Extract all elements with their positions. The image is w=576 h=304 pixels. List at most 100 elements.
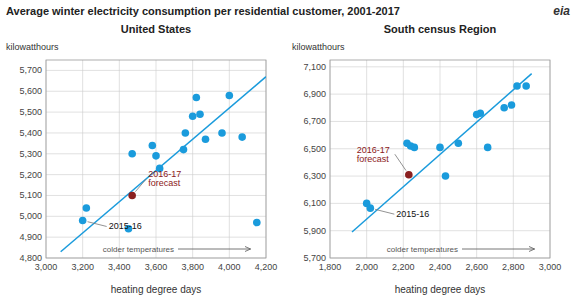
chart-root: Average winter electricity consumption p… [0,0,576,304]
x-tick-label: 3,000 [539,262,562,272]
y-tick-label: 5,400 [19,128,42,138]
scatter-point [193,94,201,102]
annotations: 2015-16 2016-17forecast colder temperature… [88,169,251,254]
x-grid-line [229,60,230,258]
scatter-point [484,144,492,152]
y-tick-label: 5,600 [19,86,42,96]
data-layer [352,74,532,232]
x-tick-label: 2,600 [465,262,488,272]
y-tick-label: 6,900 [303,89,326,99]
x-grid-line [440,60,441,258]
x-tick-label: 3,600 [145,262,168,272]
scatter-point [218,129,226,137]
x-tick-label: 4,200 [255,262,278,272]
scatter-point [83,204,91,212]
y-tick-label: 5,900 [303,226,326,236]
x-tick-label: 2,200 [392,262,415,272]
scatter-point [522,82,530,90]
scatter-point [238,133,246,141]
scatter-point [367,204,375,212]
x-tick-label: 3,800 [181,262,204,272]
scatter-point [253,219,261,227]
x-grid-line [476,60,477,258]
annotation-text: 2016-17forecast [357,145,390,164]
x-grid-line [403,60,404,258]
annotation-text: 2015-16 [396,209,429,219]
annotation-line: forecast [148,178,181,188]
scatter-point [411,144,419,152]
scatter-point [202,135,210,143]
x-tick-label: 1,800 [319,262,342,272]
x-tick-label: 3,000 [35,262,58,272]
panel: South census Region kilowatthours heating … [292,23,561,295]
annotation-text: 2016-17forecast [148,169,181,188]
scatter-point [128,192,136,200]
logo-text: eia [553,4,570,18]
y-tick-label: 5,000 [19,211,42,221]
scatter-point [180,146,188,154]
panel-title: South census Region [384,23,497,35]
panel: United States kilowatthours heating degree… [6,23,277,295]
y-tick-label: 5,200 [19,170,42,180]
annotation-leader [395,154,406,170]
x-tick-label: 4,000 [218,262,241,272]
y-axis-label: kilowatthours [292,42,345,52]
annotation-leader [88,222,107,227]
y-tick-label: 5,100 [19,190,42,200]
x-tick-label: 3,400 [108,262,131,272]
x-grid-line [82,60,83,258]
y-tick-label: 5,300 [19,149,42,159]
scatter-point [442,172,450,180]
grid [330,60,550,258]
figure-title: Average winter electricity consumption p… [6,5,400,17]
scatter-point [513,82,521,90]
scatter-point [196,110,204,118]
scatter-point [189,112,197,120]
scatter-point [436,144,444,152]
panel-title: United States [121,23,191,35]
x-tick-label: 2,800 [502,262,525,272]
annotations: 2015-16 2016-17forecast colder temperature… [357,145,535,254]
data-layer [61,77,266,252]
y-tick-label: 6,100 [303,198,326,208]
x-tick-label: 3,200 [71,262,94,272]
y-tick-label: 6,300 [303,171,326,181]
plot-frame [46,60,266,258]
scatter-point [128,150,136,158]
plot-frame [330,60,550,258]
annotation-line: forecast [357,154,390,164]
y-tick-label: 7,100 [303,62,326,72]
scatter-point [182,129,190,137]
x-grid-line [192,60,193,258]
annotation-text: colder temperatures [103,245,174,254]
grid [46,60,266,258]
annotation-text: colder temperatures [387,245,458,254]
y-tick-label: 5,700 [19,65,42,75]
colder-arrow [462,249,535,250]
annotation-text: 2015-16 [109,221,142,231]
annotation-leader [135,179,146,192]
scatter-point [508,101,516,109]
scatter-point [149,142,157,150]
scatter-point [455,139,463,147]
scatter-point [226,92,234,100]
annotation-line: 2015-16 [396,209,429,219]
scatter-point [79,217,87,225]
scatter-point [477,109,485,117]
trend-line [352,74,532,232]
x-axis-label: heating degree days [111,284,202,295]
scatter-point [500,104,508,112]
scatter-point [152,152,160,160]
x-tick-label: 2,400 [429,262,452,272]
y-tick-label: 5,500 [19,107,42,117]
y-tick-label: 6,700 [303,116,326,126]
y-tick-label: 6,500 [303,144,326,154]
x-axis-label: heating degree days [395,284,486,295]
trend-line [61,77,266,252]
background [0,0,576,304]
y-tick-label: 4,900 [19,232,42,242]
annotation-leader [375,209,394,214]
colder-arrow [178,249,251,250]
scatter-point [405,171,413,179]
y-axis-label: kilowatthours [6,42,59,52]
